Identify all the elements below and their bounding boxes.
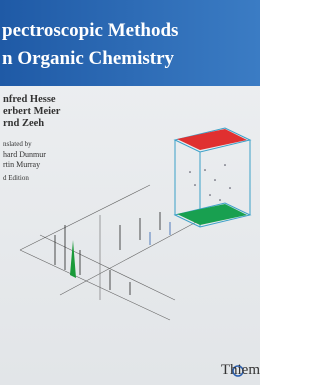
illustration bbox=[0, 0, 260, 385]
publisher: Thiem bbox=[221, 362, 260, 379]
book-cover: pectroscopic Methods n Organic Chemistry… bbox=[0, 0, 260, 385]
